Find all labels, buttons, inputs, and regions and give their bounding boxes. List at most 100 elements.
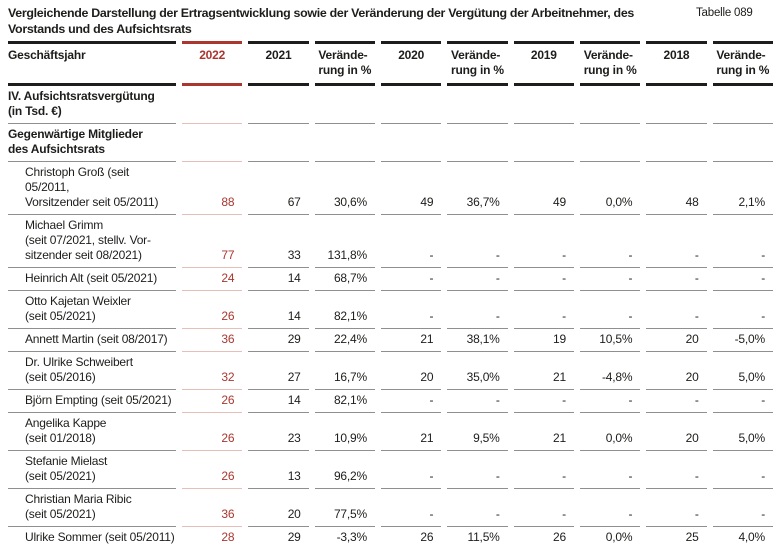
cell-value: - — [712, 215, 773, 268]
cell-value — [314, 124, 375, 162]
cell-value: 67 — [248, 162, 309, 215]
cell-value: 25 — [646, 527, 706, 546]
row-label: Christoph Groß (seit 05/2011, Vorsitzend… — [8, 162, 176, 215]
cell-value: 26 — [182, 451, 243, 489]
cell-value: - — [447, 215, 508, 268]
column-header: Verände- rung in % — [314, 41, 375, 86]
cell-value: -4,8% — [579, 352, 641, 390]
column-header-label: Geschäftsjahr — [8, 48, 86, 62]
cell-value: 68,7% — [314, 268, 375, 291]
cell-value: - — [447, 489, 508, 527]
cell-value: - — [447, 390, 508, 413]
row-label: Heinrich Alt (seit 05/2021) — [8, 268, 176, 291]
cell-value: 32 — [182, 352, 243, 390]
row-label: Ulrike Sommer (seit 05/2011) — [8, 527, 176, 546]
table-row: Ulrike Sommer (seit 05/2011) 28 29 -3,3% 26 1… — [8, 527, 773, 546]
cell-value: 26 — [182, 413, 243, 451]
cell-value — [513, 124, 574, 162]
column-header-label: Verände- rung in % — [451, 48, 504, 77]
cell-value: -5,0% — [712, 329, 773, 352]
table-row: Otto Kajetan Weixler (seit 05/2021) 26 14 8… — [8, 291, 773, 329]
cell-value: 38,1% — [447, 329, 508, 352]
cell-value — [248, 124, 309, 162]
cell-value: 5,0% — [712, 413, 773, 451]
row-label: Michael Grimm (seit 07/2021, stellv. Vor… — [8, 215, 176, 268]
cell-value: 21 — [513, 352, 574, 390]
table-body: IV. Aufsichtsratsvergütung (in Tsd. €) Ge… — [8, 86, 773, 546]
column-header-label: Verände- rung in % — [716, 48, 770, 77]
cell-value: 16,7% — [314, 352, 375, 390]
cell-value: - — [513, 268, 574, 291]
cell-value: 26 — [381, 527, 441, 546]
cell-value — [579, 124, 641, 162]
column-header: 2019 — [513, 41, 574, 86]
header-row: Geschäftsjahr 2022 2021 Verände- rung in % 2… — [8, 41, 773, 86]
column-header: Verände- rung in % — [579, 41, 641, 86]
cell-value: 2,1% — [712, 162, 773, 215]
cell-value: 29 — [248, 527, 308, 546]
cell-value: 14 — [248, 268, 309, 291]
cell-value: 48 — [646, 162, 707, 215]
cell-value: -3,3% — [315, 527, 375, 546]
cell-value: - — [513, 390, 574, 413]
cell-value: 5,0% — [712, 352, 773, 390]
cell-value — [447, 124, 508, 162]
row-label: Otto Kajetan Weixler (seit 05/2021) — [8, 291, 176, 329]
table-row: Heinrich Alt (seit 05/2021) 24 14 68,7% - - - -… — [8, 268, 773, 291]
cell-value: - — [513, 489, 574, 527]
column-header: 2020 — [380, 41, 442, 86]
column-header-label: Verände- rung in % — [583, 48, 637, 77]
cell-value: 131,8% — [314, 215, 375, 268]
section-label: IV. Aufsichtsratsvergütung (in Tsd. €) — [8, 86, 176, 124]
cell-value — [712, 124, 773, 162]
cell-value: - — [380, 451, 442, 489]
section-row: IV. Aufsichtsratsvergütung (in Tsd. €) — [8, 86, 773, 124]
cell-value: 0,0% — [579, 162, 641, 215]
cell-value: 24 — [182, 268, 243, 291]
cell-value: - — [579, 215, 641, 268]
cell-value: 21 — [513, 413, 574, 451]
cell-value: 88 — [182, 162, 243, 215]
cell-value: - — [447, 268, 508, 291]
cell-value: 21 — [380, 413, 442, 451]
cell-value: 14 — [248, 291, 309, 329]
cell-value: 20 — [646, 329, 707, 352]
cell-value: - — [380, 291, 442, 329]
cell-value: 82,1% — [314, 390, 375, 413]
column-header: Verände- rung in % — [712, 41, 773, 86]
table-row: Angelika Kappe (seit 01/2018) 26 23 10,9% 21… — [8, 413, 773, 451]
cell-value: 10,5% — [579, 329, 641, 352]
row-label: Angelika Kappe (seit 01/2018) — [8, 413, 176, 451]
cell-value: 35,0% — [447, 352, 508, 390]
cell-value: 0,0% — [579, 413, 641, 451]
table-row: Christian Maria Ribic (seit 05/2021) 36 20… — [8, 489, 773, 527]
row-label: Christian Maria Ribic (seit 05/2021) — [8, 489, 176, 527]
cell-value: 0,0% — [580, 527, 640, 546]
section-row: Gegenwärtige Mitglieder des Aufsichtsrat… — [8, 124, 773, 162]
cell-value: 33 — [248, 215, 309, 268]
cell-value: - — [579, 390, 641, 413]
section-label: Gegenwärtige Mitglieder des Aufsichtsrat… — [8, 124, 176, 162]
cell-value: - — [447, 291, 508, 329]
column-header: 2022 — [182, 41, 243, 86]
column-header: Geschäftsjahr — [8, 41, 176, 86]
cell-value: 49 — [380, 162, 442, 215]
column-header: 2021 — [248, 41, 309, 86]
cell-value: - — [646, 489, 707, 527]
cell-value: 10,9% — [314, 413, 375, 451]
cell-value: - — [513, 291, 574, 329]
cell-value: - — [712, 489, 773, 527]
table-row: Christoph Groß (seit 05/2011, Vorsitzend… — [8, 162, 773, 215]
row-label: Annett Martin (seit 08/2017) — [8, 329, 176, 352]
table-row: Annett Martin (seit 08/2017) 36 29 22,4% 21 3… — [8, 329, 773, 352]
cell-value: - — [380, 390, 442, 413]
cell-value: 11,5% — [447, 527, 507, 546]
cell-value: 77 — [182, 215, 243, 268]
cell-value — [646, 86, 707, 124]
cell-value: - — [646, 215, 707, 268]
cell-value: 96,2% — [314, 451, 375, 489]
row-label: Björn Empting (seit 05/2021) — [8, 390, 176, 413]
column-header-label: 2022 — [199, 48, 226, 62]
cell-value — [182, 86, 243, 124]
cell-value: 36 — [182, 329, 243, 352]
